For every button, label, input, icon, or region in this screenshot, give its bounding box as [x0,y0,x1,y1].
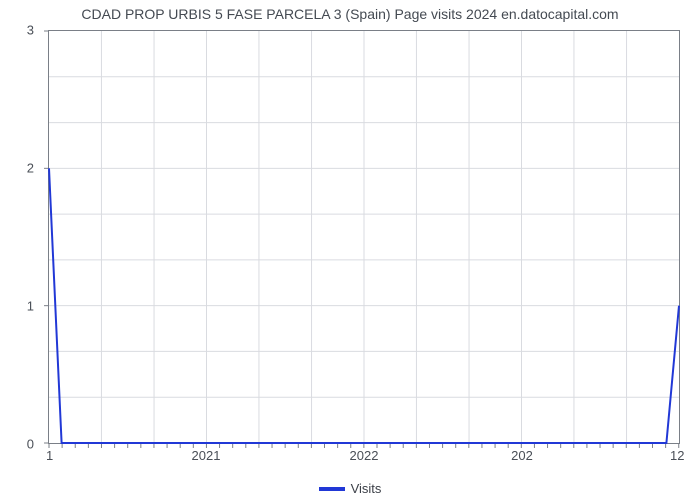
legend-label: Visits [351,481,382,496]
y-tick-label: 0 [27,437,34,452]
x-tick-label: 202 [511,448,533,463]
visits-chart: CDAD PROP URBIS 5 FASE PARCELA 3 (Spain)… [0,0,700,500]
y-tick-label: 3 [27,23,34,38]
y-tick-label: 2 [27,161,34,176]
plot-svg [49,31,679,443]
x-tick-label: 2021 [192,448,221,463]
y-tick-label: 1 [27,299,34,314]
plot-area [48,30,680,444]
x-tick-label: 2022 [350,448,379,463]
legend: Visits [0,481,700,496]
x-left-label: 1 [46,448,53,463]
legend-swatch [319,487,345,491]
chart-title: CDAD PROP URBIS 5 FASE PARCELA 3 (Spain)… [0,6,700,22]
x-right-label: 12 [670,448,684,463]
